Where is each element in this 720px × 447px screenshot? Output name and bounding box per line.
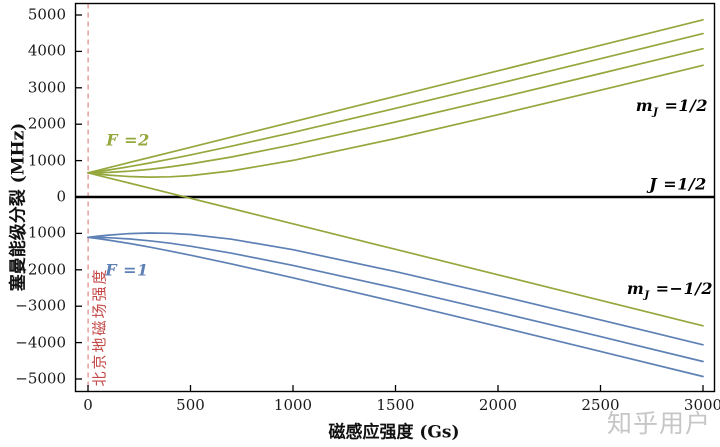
level-curve-f2mf0 [87,47,704,174]
level-curve-f2mf-2 [87,171,704,327]
level-curve-f2mf1 [87,32,704,174]
mj-plus-value: =1/2 [658,95,708,115]
level-curve-f1mf0 [87,236,704,363]
f1-level-label: F =1 [105,260,149,280]
mj-plus-subscript: J [653,107,659,119]
level-curve-f2mf2 [87,18,704,174]
watermark: 知乎用户 [606,409,712,438]
mj-plus-half-label: mJ =1/2 [636,96,708,118]
x-axis-title: 磁感应强度 (Gs) [328,422,460,443]
mj-minus-subscript: J [644,290,650,302]
level-curve-f1mf1 [87,236,704,378]
level-curve-f1mf-1 [87,232,704,346]
mj-minus-half-label: mJ =−1/2 [627,279,713,301]
mj-minus-symbol: m [626,278,645,298]
mj-plus-symbol: m [635,95,654,115]
f2-level-label: F =2 [106,130,150,150]
j-level-label: J =1/2 [649,174,707,194]
level-curve-f2mf-1 [87,64,704,178]
geomagnetic-field-label: 北京地磁场强度 [90,267,109,387]
y-axis-title: 塞曼能级分裂 (MHz) [8,122,29,292]
mj-minus-value: =−1/2 [649,278,714,298]
